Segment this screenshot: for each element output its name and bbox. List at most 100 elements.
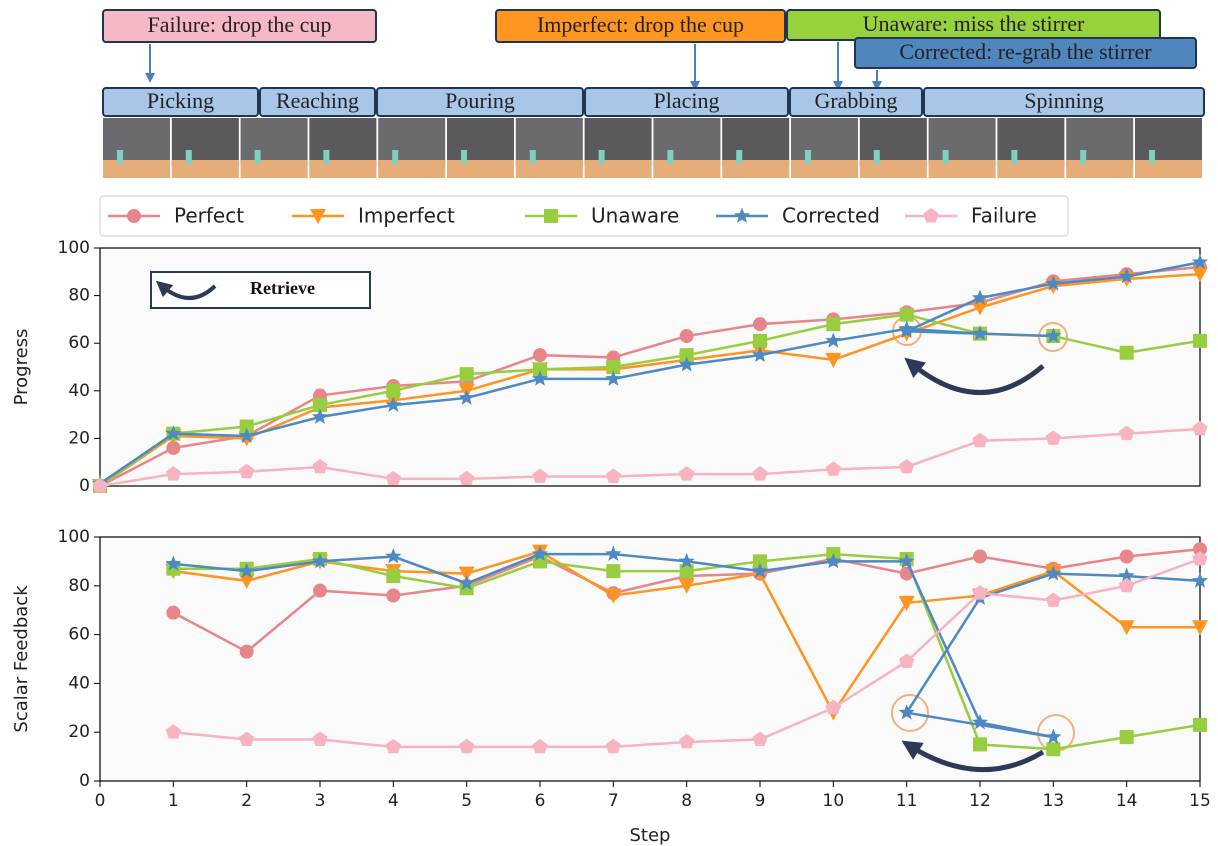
frame-floor (515, 160, 583, 178)
legend-marker (733, 207, 751, 223)
marker (458, 389, 475, 405)
marker (606, 564, 621, 579)
x-tick-label: 15 (1189, 791, 1211, 811)
marker (531, 370, 549, 386)
marker (313, 398, 327, 413)
legend-label: Corrected (782, 204, 880, 228)
marker (1193, 333, 1207, 348)
frame-object (1011, 150, 1018, 164)
y-tick-label: 60 (68, 625, 90, 645)
marker (459, 738, 475, 754)
y-tick-label: 0 (79, 476, 90, 496)
marker (166, 440, 181, 455)
marker (532, 738, 548, 754)
x-tick-label: 14 (1116, 791, 1138, 811)
marker (678, 552, 695, 569)
frame (447, 118, 514, 166)
marker (238, 427, 255, 443)
marker (1192, 620, 1208, 636)
frame-floor (1066, 160, 1134, 178)
marker (826, 317, 841, 332)
x-tick-label: 12 (969, 791, 991, 811)
label-text: Imperfect: drop the cup (537, 12, 744, 37)
legend-marker (923, 208, 939, 223)
marker (605, 738, 621, 754)
legend-box (99, 195, 1069, 237)
marker (1045, 592, 1061, 607)
marker (239, 731, 255, 746)
frame-floor (447, 160, 514, 178)
x-tick-label: 13 (1043, 791, 1065, 811)
x-tick-label: 7 (608, 791, 619, 811)
legend-marker (127, 209, 141, 223)
marker (973, 549, 987, 564)
phase-box (789, 87, 923, 117)
legend-marker (310, 209, 326, 224)
marker (825, 332, 842, 348)
marker (1045, 327, 1062, 343)
series-line (99, 427, 1201, 488)
phase-box (259, 87, 376, 117)
frame-floor (859, 160, 927, 178)
y-axis-label: Progress (11, 329, 32, 406)
frame-object (1149, 150, 1155, 164)
marker (679, 733, 695, 749)
marker (753, 554, 767, 569)
marker (679, 348, 694, 363)
marker (165, 466, 181, 481)
marker (605, 545, 622, 561)
y-tick-label: 20 (68, 428, 90, 448)
marker (899, 653, 915, 668)
marker (825, 699, 841, 715)
legend-label: Imperfect (358, 204, 455, 228)
frame (584, 118, 652, 166)
marker (311, 408, 329, 424)
frame-object (942, 150, 949, 164)
marker (753, 333, 767, 348)
marker (605, 468, 621, 483)
frame (103, 118, 170, 166)
frame-floor (791, 160, 858, 178)
marker (165, 425, 182, 441)
y-tick-label: 40 (68, 381, 90, 401)
marker (459, 367, 474, 382)
phase-box (102, 87, 259, 117)
legend-label: Unaware (591, 204, 679, 228)
phase-label: Reaching (276, 88, 359, 113)
marker (972, 585, 988, 600)
retrieve-arrow (901, 740, 1045, 773)
marker (678, 356, 695, 372)
frame-object (805, 150, 811, 164)
marker (1045, 565, 1062, 581)
marker (92, 478, 108, 493)
marker (605, 588, 622, 604)
frame-floor (997, 160, 1065, 178)
y-tick-label: 60 (68, 333, 90, 353)
phase-label: Picking (147, 88, 214, 113)
marker (751, 346, 769, 362)
legend-label: Perfect (174, 204, 244, 228)
marker (166, 605, 181, 620)
frame (515, 118, 583, 166)
y-tick-label: 20 (68, 722, 90, 742)
highlight-circle (891, 694, 929, 732)
marker (1193, 717, 1207, 732)
marker (385, 738, 401, 754)
marker (459, 581, 474, 596)
marker (972, 432, 988, 448)
marker (1045, 728, 1062, 744)
frame (378, 118, 446, 166)
marker (385, 470, 401, 486)
frame (653, 118, 721, 166)
phase-label: Placing (654, 88, 720, 113)
frame-object (185, 150, 192, 164)
frame (309, 118, 377, 166)
y-tick-label: 100 (58, 238, 90, 258)
frame-floor (240, 160, 308, 178)
x-tick-label: 0 (95, 791, 106, 811)
marker (386, 383, 401, 398)
marker (1192, 420, 1208, 436)
frame-object (1080, 150, 1087, 164)
marker (312, 458, 328, 474)
frame-object (667, 150, 674, 164)
